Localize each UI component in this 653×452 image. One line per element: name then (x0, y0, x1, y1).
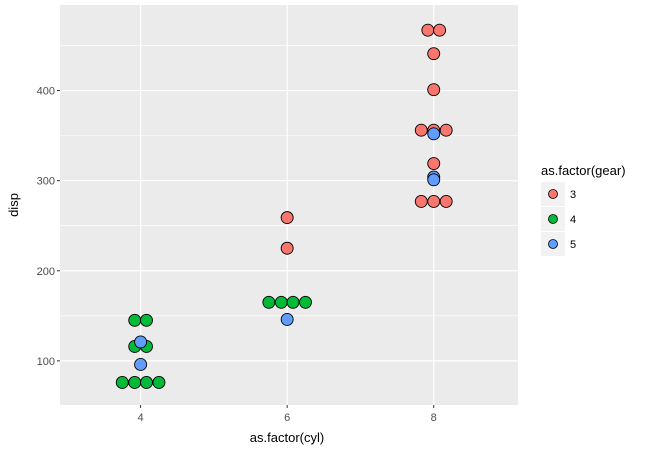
legend-swatch (548, 189, 558, 199)
data-point-gear-3 (280, 211, 294, 225)
data-point-gear-3 (421, 23, 435, 37)
y-axis-label: disp (6, 193, 21, 217)
data-point-gear-5 (280, 312, 294, 326)
legend: as.factor(gear) 3 4 5 (541, 163, 626, 256)
legend-swatch (548, 239, 558, 249)
data-point-gear-3 (427, 157, 441, 171)
y-tick-label: 400 (37, 86, 55, 98)
x-tick-label: 8 (431, 412, 437, 424)
data-point-gear-4 (299, 295, 312, 309)
x-tick-label: 4 (138, 412, 144, 424)
data-point-gear-4 (128, 313, 142, 327)
data-point-gear-4 (140, 376, 153, 389)
data-point-gear-5 (427, 127, 441, 141)
data-point-gear-4 (286, 295, 300, 309)
data-point-gear-3 (414, 194, 428, 208)
data-point-gear-3 (427, 47, 441, 61)
data-point-gear-3 (439, 123, 453, 137)
data-point-gear-4 (128, 376, 142, 389)
legend-label: 4 (570, 214, 576, 226)
y-tick-label: 100 (37, 356, 55, 368)
data-point-gear-3 (280, 241, 294, 255)
data-point-gear-5 (427, 173, 441, 187)
data-point-gear-3 (433, 23, 447, 37)
data-point-gear-4 (274, 295, 288, 309)
legend-label: 5 (570, 239, 576, 251)
data-point-gear-4 (152, 376, 166, 389)
data-point-gear-5 (134, 335, 148, 349)
data-point-gear-4 (140, 313, 153, 327)
y-tick-label: 300 (37, 176, 55, 188)
x-axis-label: as.factor(cyl) (250, 430, 324, 445)
y-tick-label: 200 (37, 266, 55, 278)
data-point-gear-4 (262, 295, 276, 309)
data-point-gear-4 (115, 376, 129, 389)
legend-swatch (548, 214, 558, 224)
data-point-gear-3 (427, 83, 441, 97)
x-tick-label: 6 (284, 412, 290, 424)
legend-label: 3 (570, 189, 576, 201)
data-point-gear-3 (427, 194, 441, 208)
data-point-gear-5 (134, 358, 148, 371)
data-point-gear-3 (414, 123, 428, 137)
legend-title: as.factor(gear) (541, 163, 626, 178)
data-point-gear-3 (439, 194, 453, 208)
